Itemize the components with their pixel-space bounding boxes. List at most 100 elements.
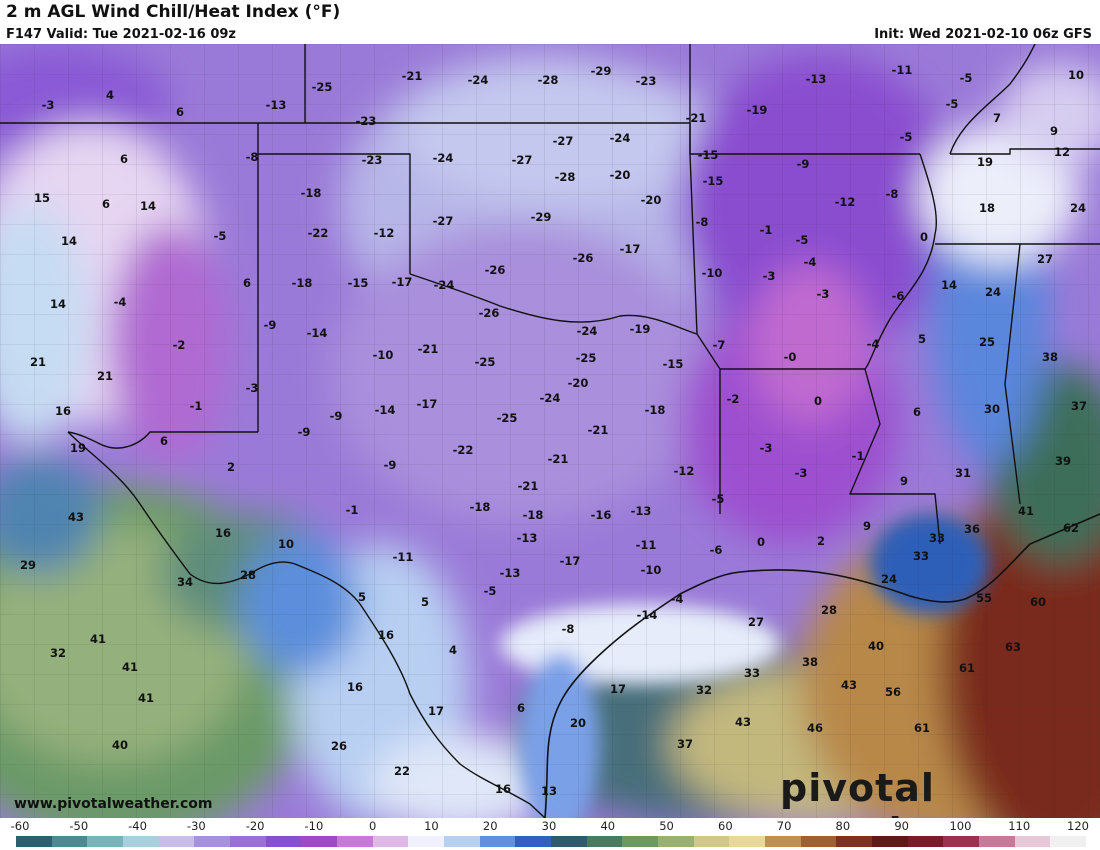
value-label: 33: [912, 549, 930, 563]
value-label: 56: [884, 685, 902, 699]
scale-tick-label: -10: [304, 819, 324, 833]
value-label: -3: [759, 441, 773, 455]
model-init-time: Init: Wed 2021-02-10 06z GFS: [874, 27, 1092, 42]
value-label: -0: [783, 350, 797, 364]
value-label: -15: [662, 357, 684, 371]
value-label: -29: [590, 64, 612, 78]
value-label: 32: [695, 683, 713, 697]
value-label: -8: [885, 187, 899, 201]
value-label: 17: [427, 704, 445, 718]
value-label: -17: [416, 397, 438, 411]
value-label: 60: [1029, 595, 1047, 609]
value-label: -22: [452, 443, 474, 457]
value-label: -5: [795, 233, 809, 247]
value-label: -29: [530, 210, 552, 224]
map-header: 2 m AGL Wind Chill/Heat Index (°F) F147 …: [0, 0, 1100, 44]
value-label: -8: [695, 215, 709, 229]
value-label: 28: [820, 603, 838, 617]
value-label: -9: [329, 409, 343, 423]
value-label: 0: [919, 230, 929, 244]
value-label: -18: [644, 403, 666, 417]
scale-swatch: [265, 836, 302, 847]
scale-tick-label: 90: [894, 819, 909, 833]
value-label: -12: [373, 226, 395, 240]
scale-swatch: [479, 836, 516, 847]
value-label: 34: [176, 575, 194, 589]
wind-chill-map[interactable]: -3 4 6 -13 -25 -21 -24 -28 -29 -23 -13 -11 -5 10 -5 7 9-…: [0, 44, 1100, 818]
scale-swatch: [658, 836, 694, 847]
value-label: -21: [547, 452, 569, 466]
value-label: 25: [978, 335, 996, 349]
value-label: -10: [640, 563, 662, 577]
scale-swatch: [622, 836, 659, 847]
value-label: -22: [307, 226, 329, 240]
value-label: 10: [277, 537, 295, 551]
value-label: -19: [629, 322, 651, 336]
value-label: -9: [383, 458, 397, 472]
value-label: -10: [372, 348, 394, 362]
value-label: -2: [172, 338, 186, 352]
value-label: 32: [49, 646, 67, 660]
value-label: 33: [928, 531, 946, 545]
scale-tick-label: 100: [949, 819, 972, 833]
scale-swatch: [551, 836, 587, 847]
value-label: -15: [347, 276, 369, 290]
value-label: 43: [840, 678, 858, 692]
value-label: 24: [1069, 201, 1087, 215]
value-label: -5: [945, 97, 959, 111]
value-label: 15: [33, 191, 51, 205]
value-label: 4: [448, 643, 458, 657]
value-label: -11: [635, 538, 657, 552]
value-label: -2: [726, 392, 740, 406]
scale-tick-label: 30: [541, 819, 557, 833]
value-label: 43: [67, 510, 85, 524]
value-label: 6: [912, 405, 922, 419]
value-label: 38: [801, 655, 819, 669]
value-label: 18: [978, 201, 996, 215]
value-label: 29: [19, 558, 37, 572]
brand-logo: pivotal weather: [780, 766, 962, 818]
scale-tick-label: -30: [186, 819, 206, 833]
value-label: -10: [701, 266, 723, 280]
value-label: -5: [899, 130, 913, 144]
value-label: 31: [954, 466, 972, 480]
value-label: 14: [940, 278, 958, 292]
value-label: 4: [105, 88, 115, 102]
value-label: 12: [1053, 145, 1071, 159]
value-label: 24: [984, 285, 1002, 299]
value-label: 40: [867, 639, 885, 653]
scale-tick-label: 10: [424, 819, 439, 833]
value-label: -17: [619, 242, 641, 256]
value-label: -12: [673, 464, 695, 478]
value-label: 16: [214, 526, 232, 540]
value-label: 14: [49, 297, 67, 311]
color-scale: -60 -50 -40 -30 -20 -10 0 10 20 30 40 50 60 70 80 90 100…: [0, 818, 1100, 850]
value-label: 6: [242, 276, 252, 290]
value-label: -13: [516, 531, 538, 545]
value-label: -23: [635, 74, 657, 88]
value-label: -3: [794, 466, 808, 480]
scale-swatch: [872, 836, 908, 847]
value-label: -4: [670, 592, 684, 606]
value-label: -25: [575, 351, 597, 365]
value-label: 24: [880, 572, 898, 586]
value-label: 55: [975, 591, 993, 605]
scale-tick-label: 80: [835, 819, 851, 833]
value-label: 26: [330, 739, 348, 753]
value-label: -14: [306, 326, 328, 340]
value-label: 27: [1036, 252, 1054, 266]
value-label: -6: [709, 543, 723, 557]
scale-tick-label: -20: [245, 819, 265, 833]
value-label: 16: [54, 404, 72, 418]
value-label: -11: [891, 63, 913, 77]
scale-swatch: [836, 836, 873, 847]
scale-swatch: [800, 836, 837, 847]
value-label: 9: [1049, 124, 1059, 138]
scale-tick-label: 20: [482, 819, 498, 833]
value-label: -14: [636, 608, 658, 622]
scale-swatch: [194, 836, 231, 847]
value-label: -1: [759, 223, 773, 237]
scale-tick-label: -50: [69, 819, 89, 833]
value-label: -19: [746, 103, 768, 117]
value-label: -21: [417, 342, 439, 356]
